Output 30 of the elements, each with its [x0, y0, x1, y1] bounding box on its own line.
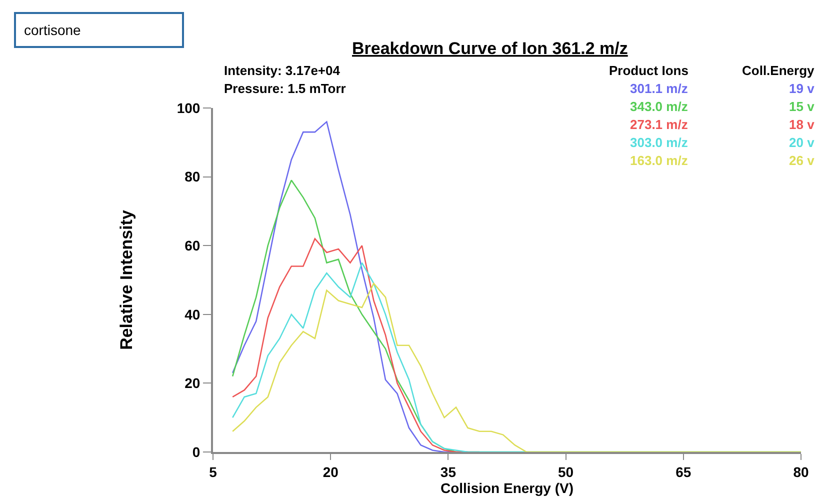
text: Intensity: 3.17e+04: [224, 63, 341, 78]
y-tick-label: 100: [176, 100, 200, 116]
text: 343.0 m/z: [630, 99, 688, 114]
text: 273.1 m/z: [630, 117, 688, 132]
text: 301.1 m/z: [630, 81, 688, 96]
x-tick-label: 80: [793, 464, 809, 480]
x-tick-label: 50: [558, 464, 574, 480]
text: Pressure: 1.5 mTorr: [224, 81, 346, 96]
y-axis-title: Relative Intensity: [116, 210, 136, 350]
text: Product Ions: [609, 63, 688, 78]
y-tick-label: 60: [184, 238, 200, 254]
annotation: 26 v: [789, 153, 816, 168]
annotation: 15 v: [789, 99, 816, 114]
text: Coll.Energy: [742, 63, 816, 78]
y-tick-label: 40: [184, 306, 200, 322]
text: 163.0 m/z: [630, 153, 688, 168]
text: cortisone: [24, 22, 82, 38]
y-tick-label: 0: [192, 444, 200, 460]
chart-title: Breakdown Curve of Ion 361.2 m/z: [352, 39, 628, 58]
x-tick-label: 5: [209, 464, 218, 480]
x-axis-title: Collision Energy (V): [440, 480, 574, 496]
x-tick-label: 20: [322, 464, 339, 480]
y-tick-label: 20: [184, 375, 200, 392]
y-tick-label: 80: [184, 168, 200, 185]
text: 303.0 m/z: [630, 135, 688, 150]
annotation: 20 v: [789, 135, 816, 150]
annotation: 18 v: [789, 117, 816, 132]
text: 19 v: [789, 81, 816, 96]
x-tick-label: 35: [440, 464, 456, 480]
x-tick-label: 65: [676, 464, 692, 480]
